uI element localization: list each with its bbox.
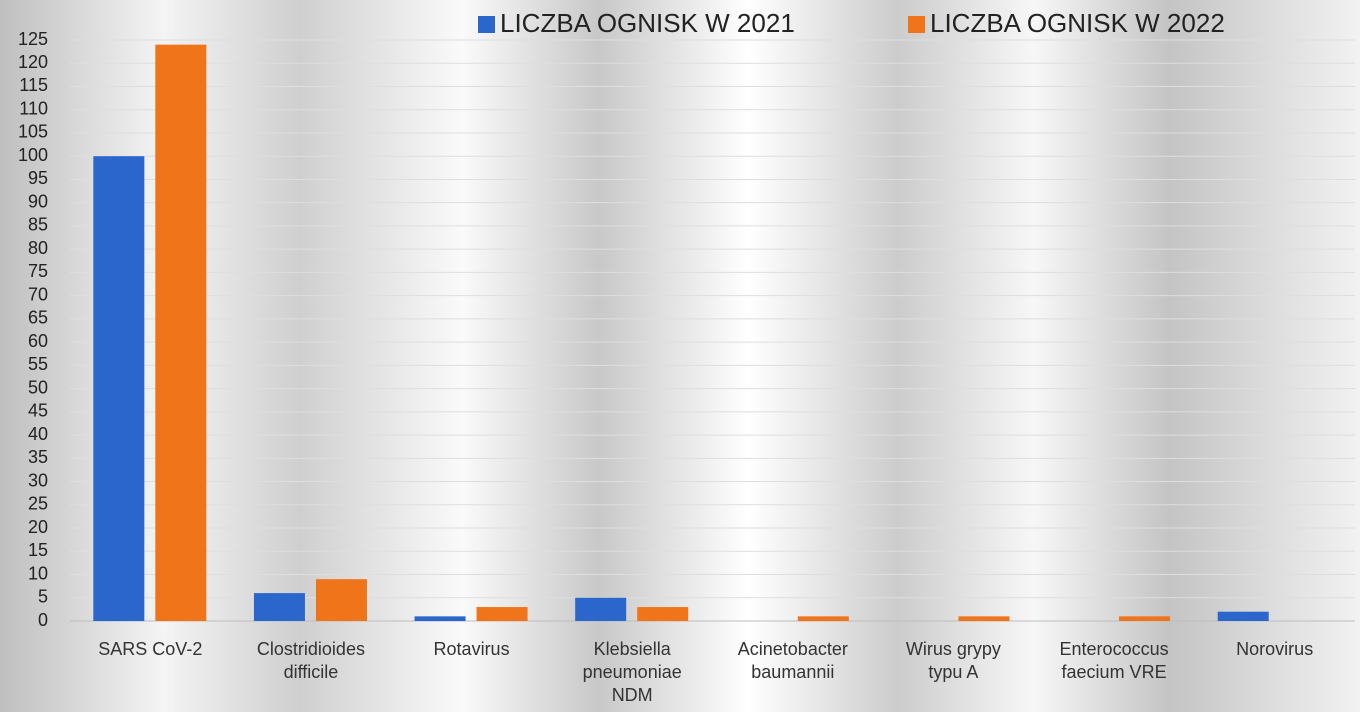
x-tick-label: Klebsiella pneumoniae NDM [582,639,682,705]
y-tick-label: 100 [18,145,48,165]
bar [476,607,528,621]
x-tick-label: Norovirus [1236,639,1314,659]
x-tick-label: Rotavirus [433,639,510,659]
x-tick-label: Enterococcus faecium VRE [1059,639,1169,682]
y-tick-label: 45 [28,401,48,421]
y-tick-label: 90 [28,191,48,211]
bar [637,607,689,621]
y-tick-label: 110 [19,98,48,118]
bar [575,597,627,621]
y-tick-label: 20 [28,517,48,537]
y-tick-label: 60 [28,331,48,351]
bar [958,616,1010,621]
y-tick-label: 50 [28,377,48,397]
y-tick-label: 40 [28,424,48,444]
y-tick-label: 125 [18,29,48,49]
bar [797,616,849,621]
y-tick-label: 95 [28,168,48,188]
x-tick-label: SARS CoV-2 [98,639,203,659]
y-tick-label: 80 [28,238,48,258]
y-tick-label: 10 [28,563,48,583]
y-tick-label: 115 [19,75,48,95]
legend-swatch [908,16,925,33]
y-tick-label: 30 [28,470,48,490]
y-tick-label: 65 [28,308,48,328]
bar [1119,616,1171,621]
x-tick-label: Clostridioides difficile [256,639,365,682]
y-tick-label: 25 [28,494,48,514]
legend-label: LICZBA OGNISK W 2022 [930,8,1225,38]
bar [155,44,207,621]
y-tick-label: 35 [28,447,48,467]
bar [315,579,367,621]
bar [253,593,305,621]
legend-label: LICZBA OGNISK W 2021 [500,8,795,38]
y-tick-label: 15 [28,540,48,560]
bar [93,156,145,621]
y-tick-label: 105 [18,122,48,142]
y-tick-label: 120 [18,52,48,72]
y-tick-label: 5 [38,587,48,607]
y-tick-label: 55 [28,354,48,374]
legend-swatch [478,16,495,33]
y-tick-label: 70 [28,284,48,304]
bar [414,616,466,621]
y-tick-label: 0 [38,610,48,630]
x-tick-label: Wirus grypy typu A [905,639,1001,682]
bar [1217,611,1269,621]
x-tick-label: Acinetobacter baumannii [737,639,848,682]
y-tick-label: 85 [28,215,48,235]
y-tick-label: 75 [28,261,48,281]
